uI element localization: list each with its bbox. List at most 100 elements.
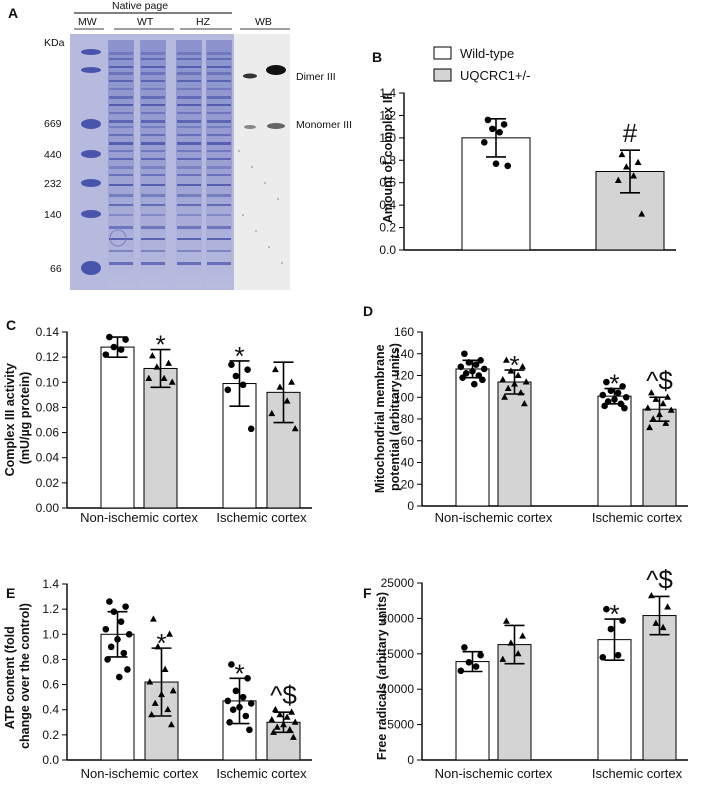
data-point: [268, 409, 276, 417]
data-point: [110, 343, 118, 351]
data-point: [603, 605, 610, 613]
lane-band: [177, 250, 201, 252]
data-point: [489, 125, 496, 133]
lane-band: [141, 120, 165, 123]
data-point: [667, 406, 675, 413]
wb-monomer-band: [244, 125, 256, 129]
data-point: [117, 346, 125, 353]
x-category-label: Ischemic cortex: [216, 510, 307, 525]
lane-band: [141, 166, 165, 169]
lane-band: [207, 262, 231, 265]
lane-band: [207, 184, 231, 186]
significance-mark: *: [234, 658, 244, 688]
lane-band: [177, 184, 201, 186]
bar-mutant: [497, 381, 532, 507]
data-point: [607, 387, 615, 395]
lane-band: [141, 72, 165, 75]
data-point: [236, 703, 243, 711]
y-tick-label: 0.2: [42, 728, 59, 742]
lane-band: [177, 134, 201, 136]
data-point: [646, 423, 654, 431]
y-tick-label: 0.10: [36, 375, 60, 389]
data-point: [116, 673, 123, 681]
band-label-monomer: Monomer III: [296, 119, 352, 131]
lane-band: [109, 166, 133, 169]
lane-band: [177, 142, 201, 145]
data-point: [504, 384, 512, 392]
significance-mark: ^$: [270, 680, 297, 710]
data-point: [164, 705, 172, 713]
y-tick-label: 0.00: [36, 501, 60, 515]
data-point: [224, 697, 232, 705]
data-point: [649, 415, 657, 422]
data-point: [504, 162, 512, 170]
data-point: [644, 404, 652, 411]
data-point: [247, 700, 255, 707]
plot-c: 0.00 0.02 0.04 0.06 0.08 0.10 0.12 0.14 * Non-isc…: [36, 325, 312, 525]
data-point: [239, 693, 247, 701]
data-point: [634, 158, 642, 165]
band-label-dimer: Dimer III: [296, 71, 336, 83]
data-point: [507, 367, 515, 374]
lane-band: [141, 194, 165, 197]
data-point: [507, 639, 515, 646]
y-axis-title-c: Complex III activity (mU/µg protein): [3, 360, 32, 477]
y-tick-label: 1.4: [379, 86, 396, 100]
data-point: [502, 356, 510, 363]
significance-mark: #: [623, 118, 638, 148]
data-point: [492, 160, 500, 167]
data-point: [165, 359, 173, 366]
data-point: [246, 726, 253, 734]
lane-band: [109, 174, 133, 176]
data-point: [604, 398, 612, 405]
data-point: [107, 643, 115, 651]
data-point: [271, 365, 279, 373]
lane-band: [109, 226, 133, 229]
data-point: [148, 352, 156, 359]
data-point: [226, 718, 233, 726]
lane-band: [207, 204, 231, 206]
data-point: [110, 608, 118, 615]
lane-band: [177, 204, 201, 206]
wb-monomer-band: [267, 123, 285, 129]
lane-label-wb: WB: [255, 16, 272, 28]
lane-band: [141, 80, 165, 82]
y-title-d-line1: Mitochondrial membrane: [373, 344, 387, 493]
data-point: [457, 667, 465, 675]
y-tick-label: 40: [401, 456, 415, 470]
data-point: [232, 372, 240, 380]
data-point: [120, 649, 128, 657]
lane-band: [207, 120, 231, 123]
y-tick-label: 0: [407, 753, 414, 767]
lane-band: [207, 158, 231, 160]
lane-band: [207, 88, 231, 90]
panel-label-d: D: [363, 303, 373, 319]
y-title-e-line2: change over the control): [18, 603, 32, 749]
data-point: [499, 655, 507, 662]
lane-band: [207, 72, 231, 75]
y-tick-label: 100: [394, 390, 414, 404]
data-point: [229, 706, 237, 714]
kda-unit: KDa: [44, 37, 65, 49]
data-point: [614, 389, 622, 397]
marker-label-669: 669: [44, 118, 62, 130]
data-point: [288, 708, 296, 715]
panel-label-e: E: [6, 585, 15, 601]
data-point: [145, 374, 153, 381]
data-point: [224, 386, 232, 394]
data-point: [480, 365, 488, 373]
legend-label-wildtype: Wild-type: [460, 46, 514, 61]
y-tick-label: 15000: [381, 647, 415, 661]
data-point: [169, 687, 177, 694]
panel-label-a: A: [8, 5, 18, 21]
lane-band: [207, 52, 231, 55]
wb-speck: [281, 262, 283, 264]
data-point: [603, 378, 610, 386]
data-point: [244, 674, 251, 682]
y-tick-label: 5000: [387, 718, 414, 732]
lane-band: [141, 52, 165, 55]
data-point: [106, 598, 113, 605]
data-point: [288, 378, 296, 385]
lane-label-hz: HZ: [196, 16, 211, 28]
lane-band: [109, 88, 133, 90]
